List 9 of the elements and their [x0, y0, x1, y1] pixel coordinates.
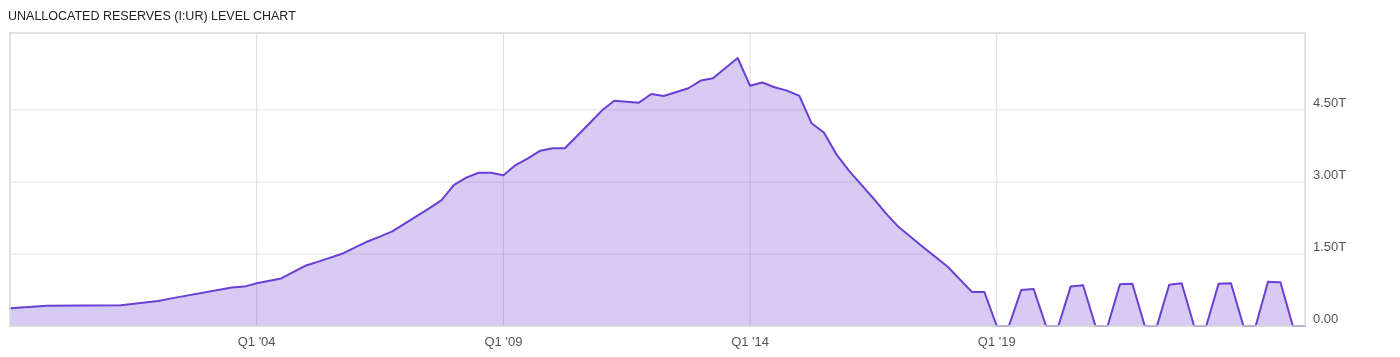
x-tick-label: Q1 '04 [237, 334, 276, 349]
x-tick-label: Q1 '14 [731, 334, 770, 349]
y-tick-label: 3.00T [1313, 167, 1347, 183]
y-tick-label: 4.50T [1313, 95, 1347, 111]
x-tick-label: Q1 '19 [977, 334, 1016, 349]
y-tick-label: 1.50T [1313, 239, 1347, 255]
chart-title: UNALLOCATED RESERVES (I:UR) LEVEL CHART [8, 9, 297, 23]
x-tick-label: Q1 '09 [484, 334, 523, 349]
y-tick-label: 0.00 [1313, 311, 1339, 327]
